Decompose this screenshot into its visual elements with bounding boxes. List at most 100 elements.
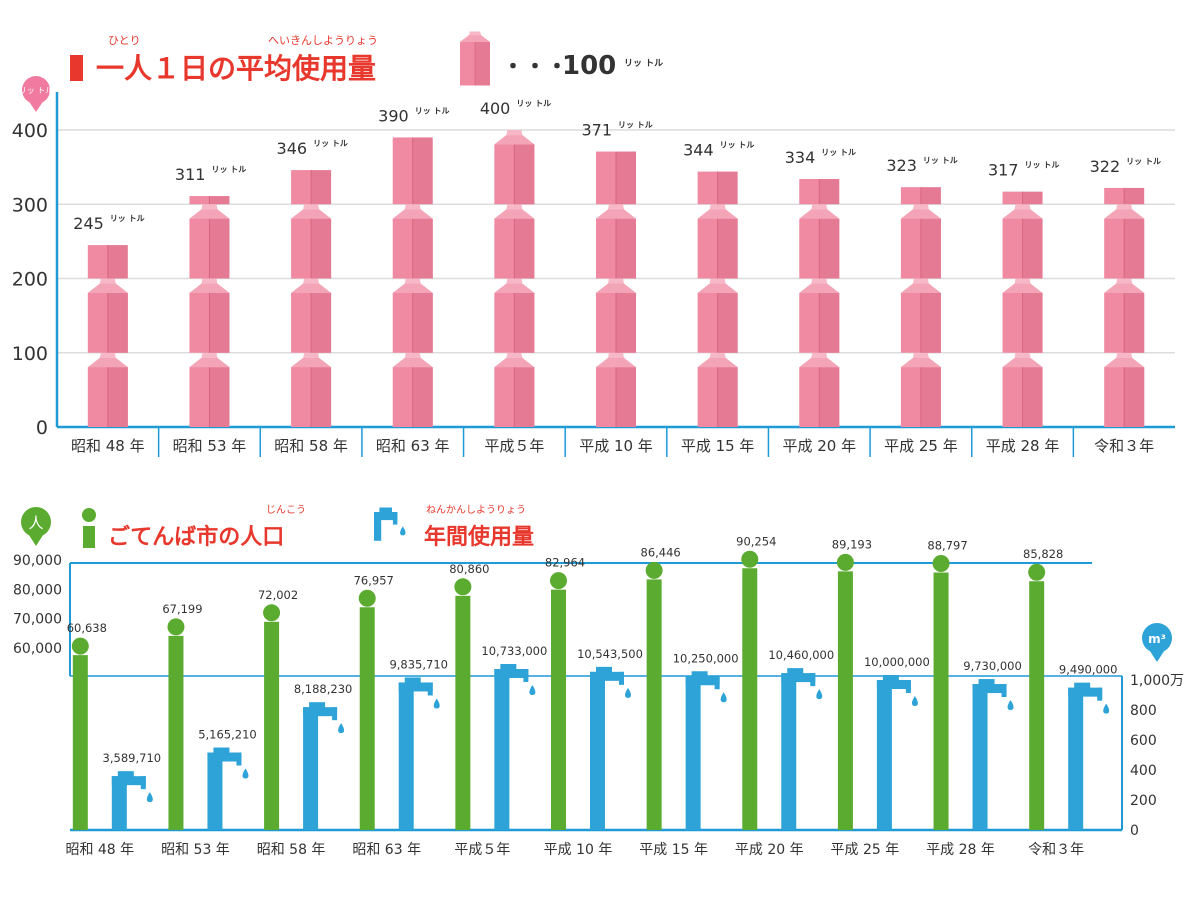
y-tick-label: 200: [12, 269, 48, 291]
faucet-nozzle: [1001, 684, 1007, 698]
population-bar-body: [359, 607, 375, 830]
water-drop-icon: [529, 685, 536, 696]
value-label: 344: [683, 141, 714, 160]
water-drop-icon: [816, 689, 823, 700]
faucet-spout: [303, 707, 338, 717]
carton-unit: [697, 203, 739, 280]
carton-partial-shade: [311, 170, 332, 205]
carton-unit: [188, 278, 230, 354]
population-bar: [454, 578, 472, 830]
population-bar-head: [167, 618, 185, 636]
water-bar-body: [685, 676, 701, 830]
population-value-label: 85,828: [1023, 547, 1063, 561]
population-value-label: 89,193: [832, 537, 872, 551]
faucet-spout: [398, 682, 433, 692]
faucet-handle: [500, 664, 517, 671]
water-drop-icon: [242, 768, 249, 779]
value-label: 245: [73, 214, 104, 233]
water-value-label: 10,000,000: [864, 655, 930, 669]
carton-partial-shade: [819, 179, 840, 205]
carton-partial: [697, 171, 718, 205]
title-marker: [70, 55, 83, 81]
population-value-label: 72,002: [258, 588, 298, 602]
carton-partial: [87, 245, 108, 279]
category-label: 平成 25 年: [831, 842, 900, 858]
value-unit: リッ トル: [1025, 161, 1060, 170]
value-label: 311: [175, 165, 206, 184]
liter-badge-label: リッ トル: [19, 86, 54, 95]
category-label: 令和３年: [1028, 842, 1084, 858]
carton-unit: [1002, 278, 1044, 354]
population-bar-head: [71, 637, 89, 655]
carton-partial: [900, 187, 921, 205]
category-label: 平成 25 年: [884, 437, 958, 455]
water-value-label: 10,250,000: [673, 651, 739, 665]
carton-partial: [392, 137, 413, 205]
value-label: 334: [785, 148, 816, 167]
population-bar: [263, 604, 281, 830]
population-bar-body: [168, 635, 184, 830]
category-label: 平成 10 年: [579, 437, 653, 455]
value-label: 323: [886, 156, 917, 175]
carton-unit: [392, 352, 434, 428]
legend-dots: ・・・: [502, 55, 568, 80]
water-unit-label: 万: [1170, 673, 1184, 689]
category-label: 平成 15 年: [681, 437, 755, 455]
carton-unit: [1103, 278, 1145, 354]
population-value-label: 88,797: [927, 539, 967, 553]
carton-unit: [900, 203, 942, 280]
population-bar-head: [263, 604, 281, 622]
population-bar: [550, 572, 567, 830]
population-bar-head: [741, 550, 759, 568]
water-bar: [494, 664, 536, 830]
category-label: 昭和 53 年: [173, 437, 247, 455]
furigana-hitori: ひとり: [108, 34, 141, 47]
faucet-handle: [213, 747, 230, 754]
value-unit: リッ トル: [821, 148, 856, 157]
carton-unit: [392, 278, 434, 354]
furigana-jinkou: じんこう: [266, 504, 306, 516]
carton-unit: [290, 352, 332, 428]
carton-unit: [188, 203, 230, 280]
value-label: 346: [277, 139, 308, 158]
water-bar-body: [1068, 687, 1084, 830]
water-tick-label: 400: [1130, 763, 1157, 779]
water-tick-label: 600: [1130, 733, 1157, 749]
population-bar: [71, 637, 89, 830]
carton-partial-shade: [107, 245, 128, 279]
top-header: 一人１日の平均使用量 ひとり へいきんしようりょう ・・・ 100 リッ トル: [70, 31, 663, 86]
category-label: 平成 28 年: [926, 842, 995, 858]
water-value-label: 9,490,000: [1059, 663, 1118, 677]
value-label: 371: [581, 121, 612, 140]
value-unit: リッ トル: [516, 99, 551, 108]
m3-badge: m³: [1142, 623, 1172, 662]
water-bar-body: [590, 671, 605, 830]
faucet-nozzle: [332, 707, 338, 721]
legend-unit: リッ トル: [624, 58, 663, 69]
carton-partial: [596, 151, 616, 205]
water-bar-body: [398, 682, 414, 830]
population-bar-body: [933, 572, 949, 830]
population-bar-body: [72, 655, 88, 830]
water-bar: [398, 677, 440, 830]
water-drop-icon: [1007, 700, 1014, 711]
carton-unit: [595, 278, 637, 354]
category-label: 平成 20 年: [735, 842, 804, 858]
value-unit: リッ トル: [415, 106, 450, 115]
water-bar-body: [972, 684, 988, 830]
faucet-handle: [404, 677, 421, 684]
carton-unit: [493, 129, 535, 205]
water-bar-body: [494, 669, 510, 830]
category-label: 昭和 48 年: [71, 437, 145, 455]
faucet-nozzle: [140, 776, 146, 790]
category-label: 平成５年: [484, 437, 544, 455]
bottom-header: 人 ごてんば市の人口 じんこう 年間使用量 ねんかんしようりょう: [21, 504, 534, 550]
category-label: 昭和 63 年: [352, 842, 421, 858]
population-bar-body: [646, 579, 662, 830]
carton-unit: [493, 278, 535, 354]
population-bar-head: [645, 561, 663, 579]
category-label: 昭和 58 年: [257, 842, 326, 858]
water-bar: [1068, 682, 1110, 830]
value-label: 390: [378, 106, 409, 125]
water-drop-icon: [911, 696, 918, 706]
